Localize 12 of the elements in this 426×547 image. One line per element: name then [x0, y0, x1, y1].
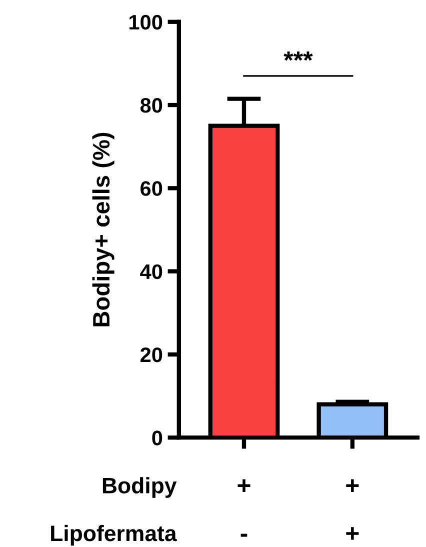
category-label: + - [238, 479, 250, 537]
y-tick-label: 40 [140, 264, 162, 280]
y-tick-label: 100 [130, 14, 162, 30]
y-tick-label: 20 [140, 347, 162, 362]
y-tick-label: 80 [140, 98, 162, 113]
y-axis-title: Bodipy+ cells (%) [92, 132, 114, 326]
y-tick-label: 60 [140, 181, 162, 196]
text: Bodipy [102, 477, 177, 498]
annotation: *** [284, 51, 313, 61]
category-label: + + [346, 479, 359, 540]
y-tick-label: 0 [152, 430, 162, 446]
text: Lipofermata [51, 524, 177, 546]
